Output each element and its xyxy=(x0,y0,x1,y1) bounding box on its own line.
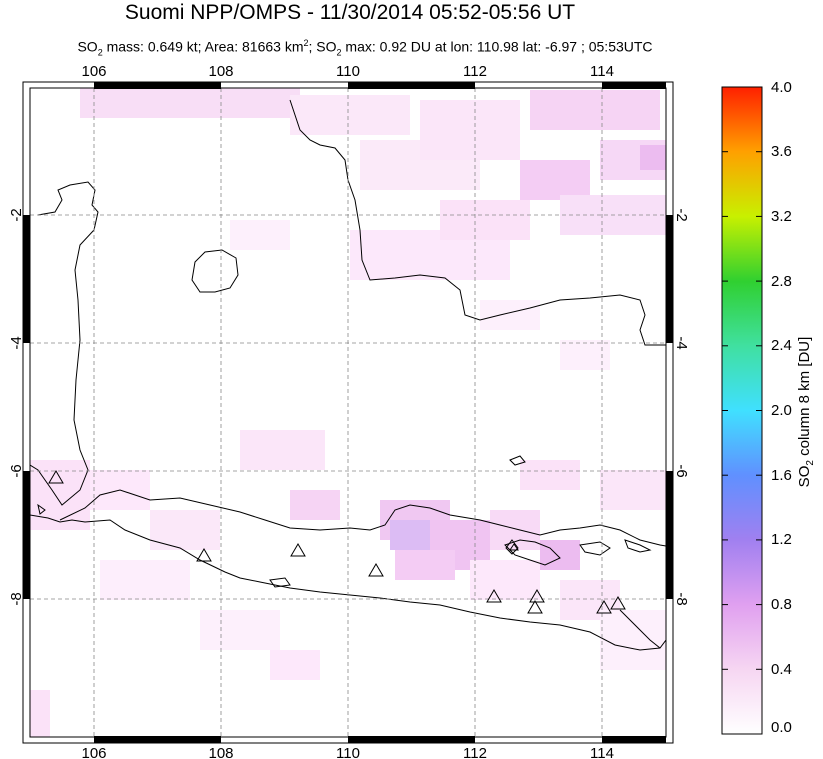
volcano-icon xyxy=(505,539,519,555)
colorbar-tick-label: 1.6 xyxy=(771,467,792,484)
lon-tick-label: 110 xyxy=(336,745,360,759)
volcano-icon xyxy=(610,596,626,610)
colorbar-tick-label: 1.2 xyxy=(771,531,792,548)
lon-tick-label: 114 xyxy=(590,63,614,80)
volcano-markers xyxy=(48,470,626,614)
volcano-icon xyxy=(527,600,543,614)
volcano-icon xyxy=(196,548,212,562)
volcano-icon xyxy=(486,589,502,603)
lat-tick-label: -4 xyxy=(673,336,690,349)
lon-tick-label: 106 xyxy=(81,745,106,759)
colorbar-tick-label: 2.4 xyxy=(771,337,792,354)
colorbar-tick-label: 2.0 xyxy=(771,402,792,419)
colorbar-tick-label: 0.8 xyxy=(771,596,792,613)
so2-pixels xyxy=(30,88,666,737)
colorbar-tick-label: 2.8 xyxy=(771,273,792,290)
volcano-icon xyxy=(48,470,64,484)
colorbar-tick-label: 0.0 xyxy=(771,719,792,736)
volcano-icon xyxy=(529,589,545,603)
lon-tick-label: 114 xyxy=(590,745,614,759)
colorbar-label: SO2 column 8 km [DU] xyxy=(796,336,816,488)
lon-tick-label: 108 xyxy=(208,63,233,80)
lat-labels-right: -2 -4 -6 -8 xyxy=(673,208,690,605)
coastlines xyxy=(30,99,666,651)
colorbar-tick-label: 4.0 xyxy=(771,79,792,96)
map-subtitle: SO2 mass: 0.649 kt; Area: 81663 km2; SO2… xyxy=(77,38,653,58)
colorbar-tick-label: 3.6 xyxy=(771,143,792,160)
map-title: Suomi NPP/OMPS - 11/30/2014 05:52-05:56 … xyxy=(124,1,576,24)
lon-labels-bottom: 106 108 110 112 114 xyxy=(81,745,613,759)
lat-tick-label: -2 xyxy=(673,208,690,221)
map-grid xyxy=(30,88,666,737)
colorbar-tick-label: 0.4 xyxy=(771,661,792,678)
lat-tick-label: -4 xyxy=(8,336,25,349)
lon-tick-label: 112 xyxy=(463,63,487,80)
colorbar xyxy=(721,86,763,735)
volcano-icon xyxy=(596,600,612,614)
lat-tick-label: -2 xyxy=(8,208,25,221)
map-frame xyxy=(22,81,674,744)
lat-tick-label: -6 xyxy=(8,464,25,477)
lon-labels-top: 106 108 110 112 114 xyxy=(81,63,613,80)
lat-tick-label: -8 xyxy=(8,592,25,605)
volcano-icon xyxy=(509,543,519,551)
volcano-icon xyxy=(368,563,384,577)
volcano-icon xyxy=(290,543,306,557)
lon-tick-label: 112 xyxy=(463,745,487,759)
colorbar-tick-label: 3.2 xyxy=(771,208,792,225)
lon-tick-label: 108 xyxy=(208,745,233,759)
lat-tick-label: -8 xyxy=(673,592,690,605)
lat-labels-left: -2 -4 -6 -8 xyxy=(8,208,25,605)
lat-tick-label: -6 xyxy=(673,464,690,477)
lon-tick-label: 110 xyxy=(336,63,360,80)
lon-tick-label: 106 xyxy=(81,63,106,80)
